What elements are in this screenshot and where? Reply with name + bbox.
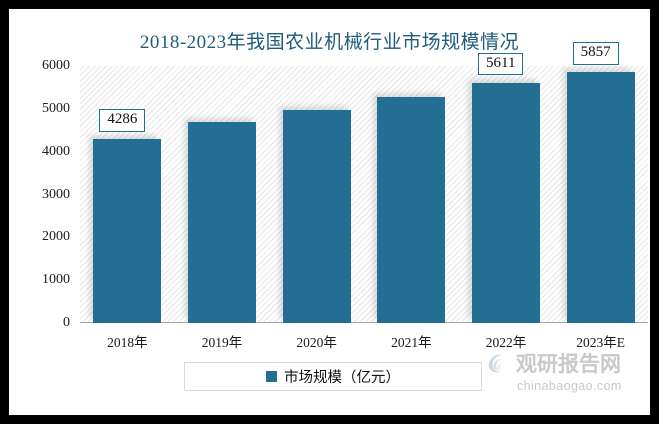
data-label: 4286 [99,109,146,133]
plot-area [80,66,648,323]
x-axis-tick-label: 2019年 [201,335,243,350]
bar[interactable] [282,109,351,323]
bar[interactable] [93,139,162,323]
y-axis-tick-label: 1000 [42,272,70,288]
chart-canvas: 2018-2023年我国农业机械行业市场规模情况 0 1000 2000 3000 40… [9,9,650,415]
y-axis-tick-label: 0 [63,315,70,330]
x-axis-tick-label: 2022年 [485,335,527,350]
data-label: 5611 [478,52,524,76]
y-axis-tick-label: 2000 [42,229,70,245]
watermark-row: 观研报告网 [486,352,621,377]
bar[interactable] [472,82,540,323]
chart-legend[interactable]: 市场规模（亿元） [184,362,482,391]
x-axis-tick-label: 2020年 [296,335,337,350]
watermark-brand-en: chinabaogao.com [517,379,622,393]
bar[interactable] [377,97,446,323]
y-axis-tick-label: 6000 [42,58,70,73]
data-label: 5857 [572,42,619,65]
swirl-logo-icon [488,354,503,373]
x-axis-tick-label: 2021年 [391,335,432,350]
watermark-brand-cn: 观研报告网 [516,353,621,376]
legend-swatch-icon [266,371,277,382]
bar[interactable] [188,122,256,323]
y-axis-tick-label: 4000 [42,143,70,159]
page-title: 2018-2023年我国农业机械行业市场规模情况 [139,32,520,53]
legend-item-label: 市场规模（亿元） [284,370,400,386]
watermark: 观研报告网 chinabaogao.com [486,352,646,402]
x-axis-tick-label: 2018年 [107,335,148,350]
x-axis-tick-label: 2023年E [576,335,626,350]
y-axis-tick-label: 5000 [42,100,70,116]
x-axis-line [80,322,648,323]
y-axis-tick-label: 3000 [42,186,70,202]
bar[interactable] [566,72,635,323]
